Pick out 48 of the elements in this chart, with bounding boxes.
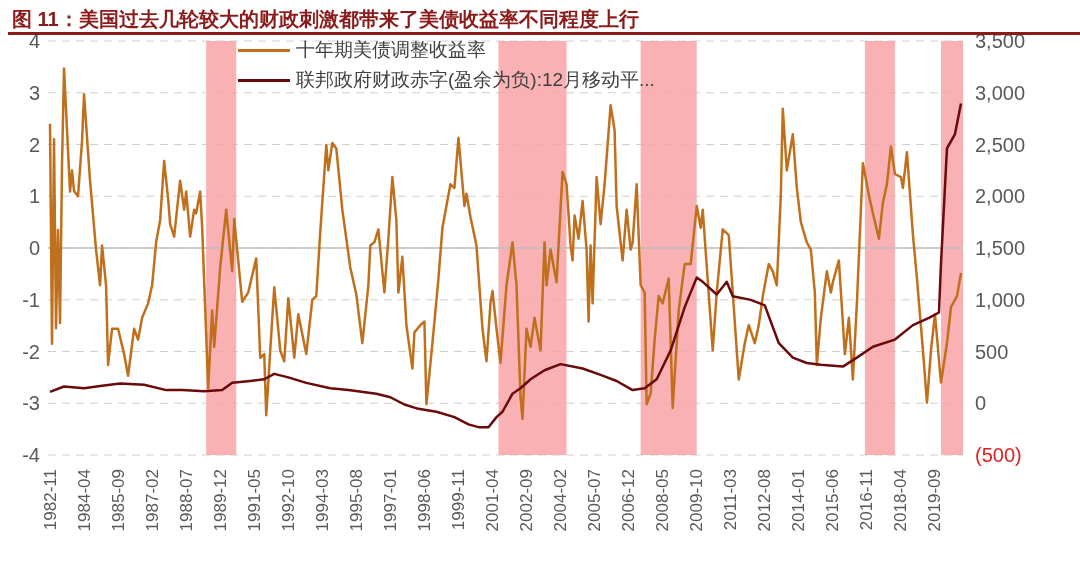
legend-label: 十年期美债调整收益率	[296, 38, 486, 62]
y2-tick-label: (500)	[975, 444, 1022, 466]
x-tick-label: 2011-03	[721, 469, 741, 531]
x-tick-label: 1992-10	[278, 469, 298, 532]
y2-tick-label: 2,000	[975, 185, 1026, 208]
x-tick-label: 2008-05	[653, 469, 673, 532]
y-tick-label: 3	[28, 81, 40, 104]
x-tick-label: 2001-04	[482, 469, 502, 532]
legend-label: 联邦政府财政赤字(盈余为负):12月移动平...	[296, 68, 655, 92]
x-tick-label: 2016-11	[857, 469, 877, 531]
x-tick-label: 2012-08	[755, 469, 775, 532]
x-tick-label: 1995-08	[346, 469, 366, 532]
x-tick-label: 2004-02	[551, 469, 571, 532]
x-tick-label: 1989-12	[210, 469, 230, 532]
y-tick-label: 2	[28, 133, 40, 156]
y2-tick-label: 2,500	[975, 133, 1026, 156]
x-tick-label: 1994-03	[312, 469, 332, 532]
y-tick-label: -4	[22, 444, 40, 467]
y2-tick-label: 3,000	[975, 81, 1026, 104]
x-tick-label: 1991-05	[244, 469, 264, 532]
y2-tick-label: 1,500	[975, 237, 1026, 259]
y-tick-label: -3	[22, 392, 40, 415]
x-tick-label: 1999-11	[448, 469, 468, 531]
x-tick-label: 1984-04	[74, 469, 94, 532]
y2-tick-label: 0	[975, 392, 987, 415]
x-tick-label: 1985-09	[108, 469, 128, 532]
y2-tick-label: 3,500	[975, 30, 1026, 52]
chart-title: 图 11：美国过去几轮较大的财政刺激都带来了美债收益率不同程度上行	[12, 8, 639, 30]
x-tick-label: 1988-07	[176, 469, 196, 532]
y-tick-label: -2	[22, 340, 40, 363]
x-tick-label: 2002-09	[517, 469, 537, 532]
x-tick-label: 1997-01	[380, 469, 400, 532]
x-tick-label: 2006-12	[619, 469, 639, 532]
y-tick-label: 4	[28, 30, 40, 53]
y2-tick-label: 1,000	[975, 288, 1026, 311]
y2-tick-label: 500	[975, 340, 1009, 363]
x-tick-label: 1982-11	[40, 469, 60, 531]
x-tick-label: 2018-04	[891, 469, 911, 532]
x-tick-label: 2009-10	[687, 469, 707, 532]
x-tick-label: 2005-07	[585, 469, 605, 532]
x-tick-label: 1998-06	[414, 469, 434, 532]
y-tick-label: 1	[28, 185, 40, 208]
x-tick-label: 1987-02	[142, 469, 162, 532]
y-tick-label: -1	[22, 288, 40, 311]
y-tick-label: 0	[28, 237, 40, 260]
x-tick-label: 2014-01	[789, 469, 809, 532]
x-tick-label: 2019-09	[925, 469, 945, 532]
x-tick-label: 2015-06	[823, 469, 843, 532]
